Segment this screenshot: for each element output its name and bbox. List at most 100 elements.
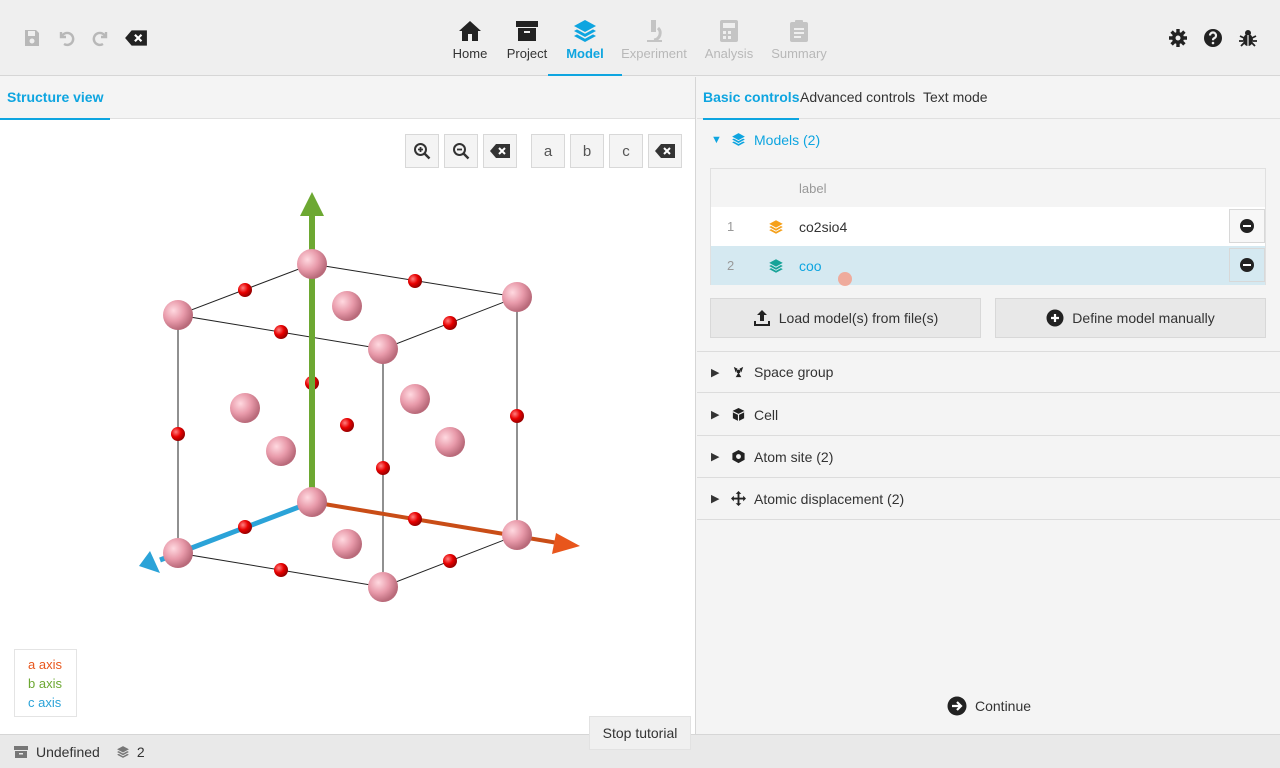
tutorial-pointer	[838, 272, 852, 286]
gear-icon[interactable]	[1166, 26, 1190, 50]
remove-model-button[interactable]	[1229, 248, 1265, 282]
space-group-section[interactable]: ▶ Space group	[697, 351, 1280, 393]
legend-b-axis: b axis	[28, 676, 62, 691]
zoom-in-icon	[414, 143, 431, 160]
left-tab-bar: Structure view	[0, 77, 695, 120]
collapsed-triangle-icon: ▶	[711, 493, 720, 505]
tab-advanced-controls[interactable]: Advanced controls	[800, 89, 916, 105]
legend-a-axis: a axis	[28, 657, 62, 672]
tab-model-label: Model	[566, 46, 604, 61]
plus-circle-icon	[1046, 309, 1064, 327]
tab-model[interactable]: Model	[548, 14, 622, 76]
structure-view-panel: Structure view a b c	[0, 77, 696, 734]
atomic-displacement-section[interactable]: ▶ Atomic displacement (2)	[697, 478, 1280, 520]
zoom-out-button[interactable]	[444, 134, 478, 168]
collapsed-triangle-icon: ▶	[711, 451, 720, 463]
layers-icon	[753, 219, 799, 235]
tab-summary-label: Summary	[771, 46, 827, 61]
row-index: 2	[727, 258, 735, 273]
bug-icon[interactable]	[1236, 26, 1260, 50]
layers-icon	[753, 258, 799, 274]
arrows-icon	[731, 490, 747, 507]
backspace-icon	[490, 144, 510, 158]
models-section-title: Models (2)	[754, 132, 821, 148]
remove-model-button[interactable]	[1229, 209, 1265, 243]
atomic-displacement-title: Atomic displacement (2)	[754, 490, 905, 507]
zoom-in-button[interactable]	[405, 134, 439, 168]
crystal-structure-3d-view[interactable]	[0, 119, 696, 649]
table-row[interactable]: 1 co2sio4	[711, 207, 1265, 246]
axis-legend: a axis b axis c axis	[14, 649, 77, 717]
tab-project[interactable]: Project	[490, 14, 564, 76]
continue-label: Continue	[975, 698, 1032, 714]
tab-project-label: Project	[506, 46, 548, 61]
status-project-name: Undefined	[36, 743, 100, 760]
layers-icon	[731, 132, 747, 148]
redo-icon[interactable]	[89, 26, 113, 50]
space-group-icon	[731, 364, 747, 380]
calculator-icon	[720, 20, 738, 42]
reset-view-button[interactable]	[483, 134, 517, 168]
space-group-title: Space group	[754, 364, 834, 380]
cell-title: Cell	[754, 406, 779, 423]
status-model-count: 2	[136, 743, 145, 760]
view-b-button[interactable]: b	[570, 134, 604, 168]
backspace-icon[interactable]	[124, 26, 148, 50]
collapsed-triangle-icon: ▶	[711, 366, 720, 379]
tab-structure-view[interactable]: Structure view	[0, 77, 111, 120]
define-model-label: Define model manually	[1072, 310, 1215, 326]
archive-icon	[14, 745, 28, 759]
view-c-button[interactable]: c	[609, 134, 643, 168]
collapsed-triangle-icon: ▶	[711, 409, 720, 421]
top-toolbar: Home Project Model Experiment Analysis S…	[0, 0, 1280, 76]
atom-site-section[interactable]: ▶ Atom site (2)	[697, 436, 1280, 478]
expanded-triangle-icon: ▼	[711, 134, 722, 146]
models-table: label 1 co2sio4 2 coo	[710, 168, 1266, 285]
atom-site-title: Atom site (2)	[754, 448, 834, 465]
tab-basic-controls[interactable]: Basic controls	[703, 77, 800, 120]
home-icon	[459, 21, 481, 41]
tab-analysis[interactable]: Analysis	[692, 14, 766, 76]
atoms-back	[230, 274, 430, 432]
define-model-button[interactable]: Define model manually	[995, 298, 1266, 338]
save-icon[interactable]	[20, 26, 44, 50]
atoms-front	[163, 249, 532, 602]
atom-site-icon	[731, 449, 747, 465]
continue-button[interactable]: Continue	[947, 694, 1031, 718]
model-label: coo	[799, 257, 822, 274]
legend-c-axis: c axis	[28, 695, 62, 710]
layers-icon	[116, 745, 130, 759]
controls-panel: Basic controls Advanced controls Text mo…	[697, 77, 1280, 734]
cell-section[interactable]: ▶ Cell	[697, 394, 1280, 436]
tab-home-label: Home	[452, 46, 488, 61]
table-header-label: label	[799, 181, 827, 196]
zoom-out-icon	[453, 143, 470, 160]
tab-experiment-label: Experiment	[621, 46, 687, 61]
minus-circle-icon	[1240, 258, 1254, 272]
archive-icon	[516, 21, 538, 41]
model-label: co2sio4	[799, 218, 848, 235]
layers-icon	[574, 20, 596, 42]
table-row-selected[interactable]: 2 coo	[711, 246, 1265, 285]
tab-experiment[interactable]: Experiment	[617, 14, 691, 76]
tab-summary[interactable]: Summary	[762, 14, 836, 76]
clipboard-icon	[790, 20, 808, 42]
view-a-button[interactable]: a	[531, 134, 565, 168]
row-index: 1	[727, 219, 735, 234]
undo-icon[interactable]	[54, 26, 78, 50]
upload-icon	[753, 310, 770, 326]
models-section-header[interactable]: ▼ Models (2)	[697, 119, 1280, 161]
minus-circle-icon	[1240, 219, 1254, 233]
load-models-button[interactable]: Load model(s) from file(s)	[710, 298, 981, 338]
microscope-icon	[647, 20, 662, 42]
cube-icon	[731, 407, 747, 423]
axis-arrows	[139, 192, 580, 573]
help-icon[interactable]	[1201, 26, 1225, 50]
arrow-right-circle-icon	[947, 696, 967, 716]
tab-text-mode[interactable]: Text mode	[923, 89, 988, 105]
clear-view-button[interactable]	[648, 134, 682, 168]
right-tab-bar: Basic controls Advanced controls Text mo…	[697, 77, 1280, 120]
tab-analysis-label: Analysis	[704, 46, 754, 61]
tab-home[interactable]: Home	[433, 14, 507, 76]
stop-tutorial-button[interactable]: Stop tutorial	[589, 716, 691, 750]
